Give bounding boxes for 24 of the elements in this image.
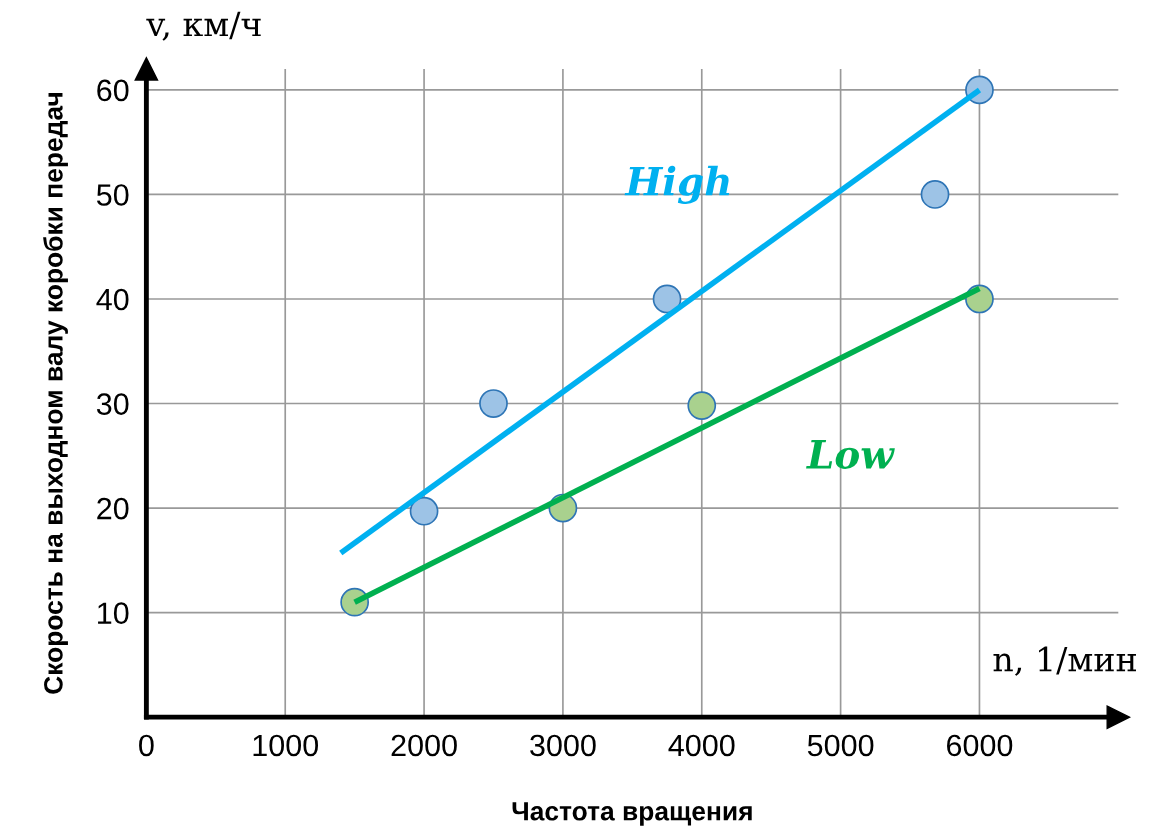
- point: [652, 284, 682, 314]
- y-tick-label: 10: [98, 602, 129, 624]
- series-label: High: [624, 165, 730, 204]
- y-tick-label: 30: [96, 393, 129, 415]
- y-tick-label: 50: [96, 184, 129, 206]
- point: [920, 180, 950, 209]
- x-axis-title: Частота вращения: [512, 802, 752, 826]
- x-tick-label: 2000: [391, 734, 457, 757]
- x-tick-label: 5000: [807, 734, 874, 757]
- series-label: Low: [806, 440, 895, 469]
- x-tick-label: 6000: [947, 734, 1013, 757]
- point: [479, 389, 508, 418]
- x-tick-label: 1000: [253, 734, 319, 757]
- x-tick-label: 0: [139, 734, 154, 757]
- y-tick-label: 60: [97, 79, 129, 102]
- x-tick-label: 4000: [668, 734, 735, 757]
- y-tick-label: 40: [96, 288, 129, 311]
- y-tick-label: 20: [97, 497, 129, 520]
- x-tick-label: 3000: [530, 734, 596, 757]
- point: [687, 391, 717, 420]
- text: v, км/ч: [146, 11, 261, 41]
- annotation: n, 1/мин: [993, 646, 1136, 676]
- y-axis-title: Скорость на выходном валу коробки передач: [43, 93, 68, 694]
- point: [409, 496, 439, 526]
